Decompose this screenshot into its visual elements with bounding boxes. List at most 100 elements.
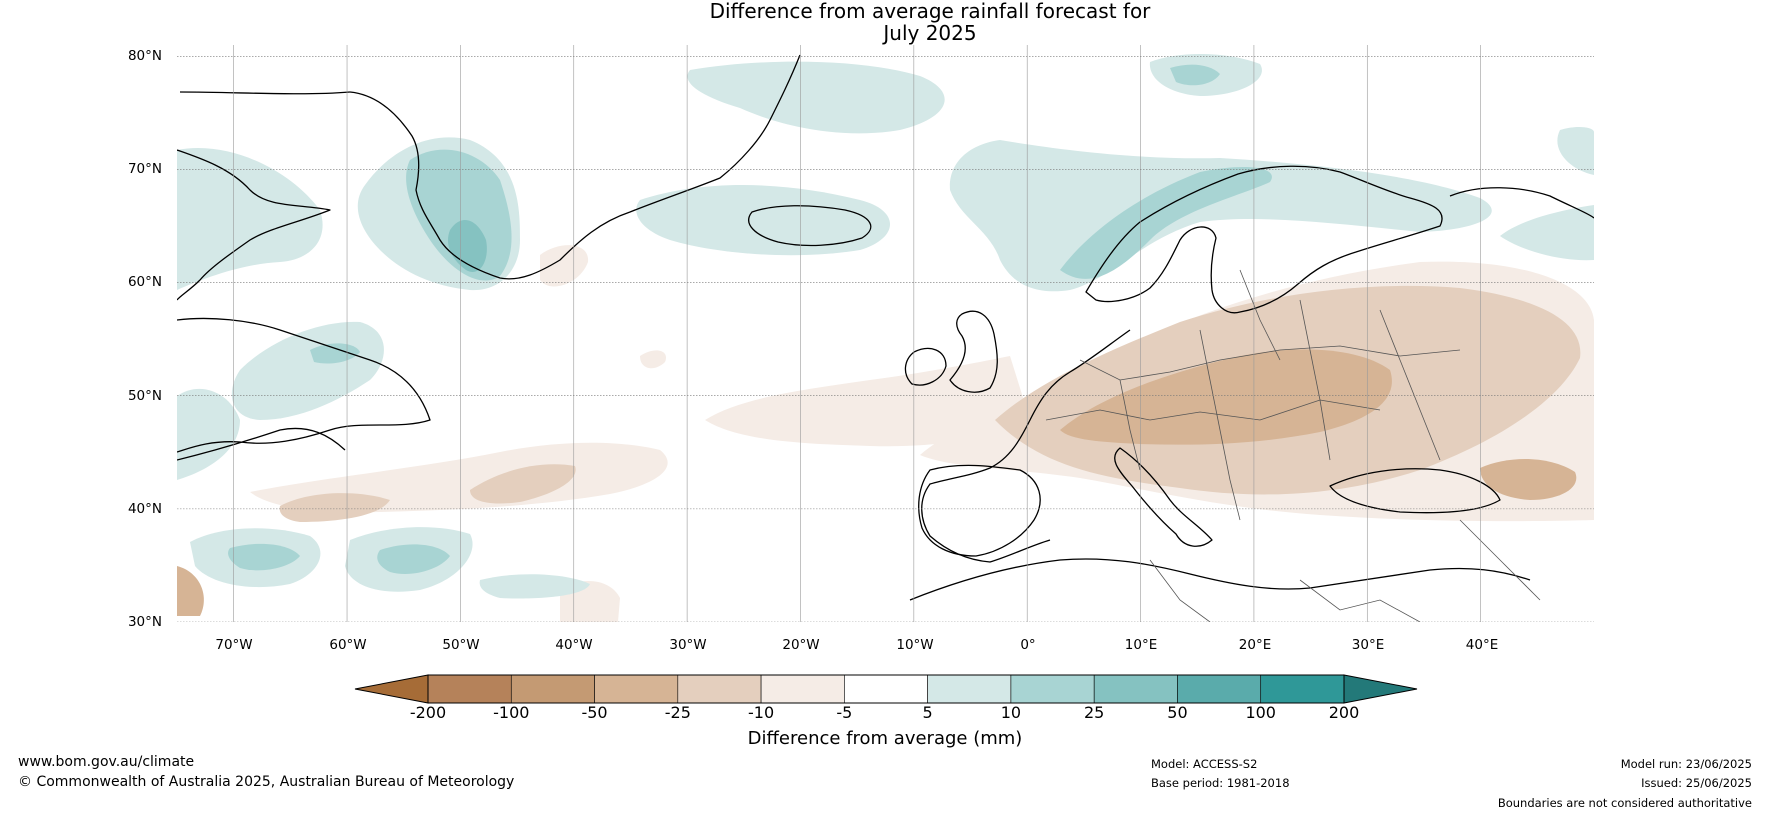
border-6 bbox=[1379, 309, 1441, 461]
website-link[interactable]: www.bom.gov.au/climate bbox=[18, 754, 195, 770]
wet-anomaly-iceland-region bbox=[636, 185, 890, 256]
colorbar-tick-label: -50 bbox=[581, 703, 608, 722]
dry-anomaly-atlantic-light bbox=[705, 356, 1030, 447]
colorbar-label: Difference from average (mm) bbox=[747, 728, 1023, 749]
lon-tick-label: 20°E bbox=[1238, 637, 1272, 653]
colorbar-tick-label: -25 bbox=[664, 703, 691, 722]
coastline-baffin bbox=[177, 149, 331, 301]
lat-tick-label: 60°N bbox=[127, 274, 162, 290]
colorbar-extend-high bbox=[1343, 674, 1418, 704]
base-period: Base period: 1981-2018 bbox=[1151, 776, 1290, 790]
dry-anomaly-small bbox=[640, 350, 666, 369]
colorbar-segment bbox=[1093, 674, 1178, 704]
colorbar-segment bbox=[1010, 674, 1095, 704]
coastlines bbox=[177, 54, 1594, 601]
lat-tick-label: 70°N bbox=[127, 161, 162, 177]
coastline-iceland bbox=[748, 205, 872, 247]
colorbar-tick-label: 100 bbox=[1245, 703, 1276, 722]
coastline-arctic-russia bbox=[1449, 187, 1594, 219]
lon-tick-label: 50°W bbox=[442, 637, 480, 653]
dry-anomaly-midatlantic-mid-2 bbox=[470, 464, 576, 504]
colorbar-segment bbox=[1260, 674, 1345, 704]
lon-tick-label: 40°E bbox=[1465, 637, 1499, 653]
colorbar-segment bbox=[760, 674, 845, 704]
colorbar-tick-label: -200 bbox=[409, 703, 447, 722]
lat-tick-label: 40°N bbox=[127, 501, 162, 517]
wet-anomaly-labrador bbox=[177, 148, 323, 290]
colorbar-segment bbox=[677, 674, 762, 704]
lon-tick-label: 20°W bbox=[782, 637, 820, 653]
lon-tick-label: 60°W bbox=[329, 637, 367, 653]
border-8 bbox=[1149, 559, 1211, 622]
gridlines bbox=[177, 45, 1594, 622]
dry-anomaly-greenland-coast bbox=[540, 245, 589, 287]
lon-tick-label: 30°E bbox=[1351, 637, 1385, 653]
border-4 bbox=[1199, 329, 1241, 521]
coastline-iberia bbox=[918, 464, 1041, 557]
border-7 bbox=[1239, 269, 1281, 361]
wet-anomaly-south-2-mid bbox=[377, 544, 450, 575]
chart-title-line-1: Difference from average rainfall forecas… bbox=[709, 0, 1151, 23]
colorbar-tick-label: -10 bbox=[748, 703, 775, 722]
colorbar-tick-label: -100 bbox=[493, 703, 530, 722]
coastline-europe-west bbox=[921, 329, 1131, 563]
lat-tick-label: 50°N bbox=[127, 388, 162, 404]
lon-tick-label: 0° bbox=[1020, 637, 1036, 653]
lon-tick-label: 40°W bbox=[555, 637, 593, 653]
wet-anomaly-svalbard-mid bbox=[1170, 64, 1220, 86]
wet-anomaly-newfoundland-mid bbox=[310, 343, 360, 364]
borders bbox=[1045, 269, 1541, 622]
lon-tick-label: 10°E bbox=[1124, 637, 1158, 653]
colorbar-segment bbox=[427, 674, 512, 704]
coastline-greenland bbox=[349, 54, 801, 280]
model-run-date: Model run: 23/06/2025 bbox=[1620, 757, 1752, 771]
map-plot-area bbox=[177, 45, 1594, 622]
lon-tick-label: 10°W bbox=[896, 637, 934, 653]
issued-date: Issued: 25/06/2025 bbox=[1641, 776, 1752, 790]
colorbar-tick-label: -5 bbox=[836, 703, 853, 722]
colorbar-segment bbox=[510, 674, 595, 704]
lon-tick-label: 70°W bbox=[215, 637, 253, 653]
border-9 bbox=[1299, 579, 1421, 622]
coastline-italy bbox=[1114, 447, 1213, 547]
colorbar-tick-label: 25 bbox=[1083, 703, 1105, 722]
border-10 bbox=[1459, 519, 1541, 601]
dry-anomaly-midatlantic-mid bbox=[279, 493, 390, 522]
wet-anomaly-greenland-sea bbox=[687, 61, 945, 134]
border-2 bbox=[1079, 345, 1461, 381]
coastline-black-sea bbox=[1329, 468, 1501, 514]
coastline-scandinavia bbox=[1085, 165, 1443, 314]
wet-anomaly-south-1-mid bbox=[228, 543, 300, 571]
copyright-text: © Commonwealth of Australia 2025, Austra… bbox=[18, 774, 515, 790]
coastline-north-america-east bbox=[177, 427, 346, 461]
coastline-uk bbox=[949, 310, 998, 393]
lat-tick-label: 80°N bbox=[127, 48, 162, 64]
coastline-greenland-north bbox=[179, 91, 351, 95]
wet-anomaly-south-3 bbox=[479, 574, 590, 599]
dry-anomaly-black-sea bbox=[1480, 459, 1577, 500]
lon-tick-label: 30°W bbox=[669, 637, 707, 653]
coastline-ireland bbox=[904, 347, 947, 386]
colorbar-extend-low bbox=[354, 674, 429, 704]
colorbar-segment bbox=[594, 674, 679, 704]
colorbar-tick-label: 50 bbox=[1167, 703, 1188, 722]
model-name: Model: ACCESS-S2 bbox=[1151, 757, 1258, 771]
colorbar-segment bbox=[1177, 674, 1262, 704]
chart-title-line-2: July 2025 bbox=[883, 21, 977, 45]
wet-anomaly-west-edge bbox=[177, 388, 240, 480]
lat-tick-label: 30°N bbox=[127, 614, 162, 630]
border-5 bbox=[1299, 299, 1331, 461]
boundaries-disclaimer: Boundaries are not considered authoritat… bbox=[1497, 796, 1752, 810]
colorbar-segments bbox=[427, 674, 1345, 704]
coastline-mediterranean-south bbox=[909, 558, 1531, 601]
dry-anomaly-europe-strong bbox=[1060, 349, 1392, 445]
wet-anomaly-greenland-west-strong bbox=[447, 219, 487, 272]
colorbar-tick-label: 10 bbox=[1000, 703, 1022, 722]
border-3 bbox=[1119, 379, 1141, 471]
dry-anomaly-sw bbox=[177, 566, 204, 616]
wet-anomaly-ne-edge bbox=[1500, 126, 1594, 261]
colorbar-segment bbox=[927, 674, 1012, 704]
colorbar-tick-label: 5 bbox=[922, 703, 933, 722]
